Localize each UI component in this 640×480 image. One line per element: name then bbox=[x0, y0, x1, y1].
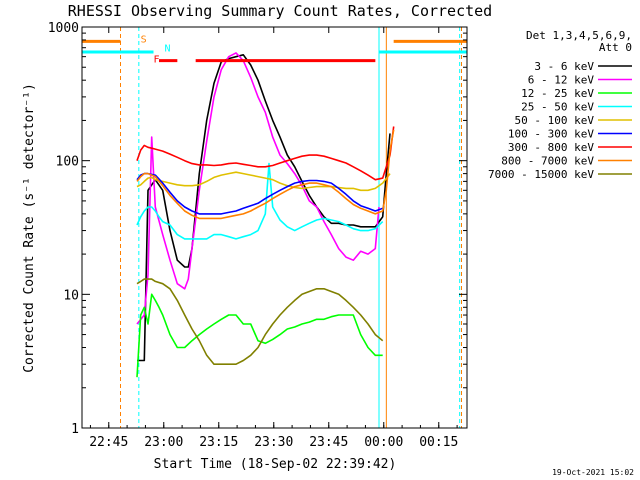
series-lines bbox=[136, 52, 395, 378]
y-tick-label-3: 1000 bbox=[48, 21, 79, 36]
legend-label-0: 3 - 6 keV bbox=[534, 60, 594, 73]
legend-label-5: 100 - 300 keV bbox=[508, 128, 594, 141]
x-tick-label-1: 23:00 bbox=[144, 435, 183, 450]
x-tick-label-2: 23:15 bbox=[199, 435, 238, 450]
x-tick-label-3: 23:30 bbox=[254, 435, 293, 450]
chart-title: RHESSI Observing Summary Count Rates, Co… bbox=[68, 2, 492, 20]
x-tick-label-0: 22:45 bbox=[89, 435, 128, 450]
legend-label-7: 800 - 7000 keV bbox=[501, 155, 594, 168]
series-line-7 bbox=[136, 129, 395, 220]
flag-letter-0: S bbox=[141, 35, 147, 46]
x-axis-label: Start Time (18-Sep-02 22:39:42) bbox=[154, 457, 397, 472]
x-tick-label-5: 00:00 bbox=[364, 435, 403, 450]
y-axis-label: Corrected Count Rate (s⁻¹ detector⁻¹) bbox=[22, 83, 37, 373]
legend-label-6: 300 - 800 keV bbox=[508, 141, 594, 154]
footer-timestamp: 19-Oct-2021 15:02 bbox=[552, 468, 634, 477]
flag-letter-1: N bbox=[165, 44, 171, 55]
series-line-2 bbox=[136, 293, 383, 378]
series-line-0 bbox=[137, 53, 391, 362]
series-line-5 bbox=[136, 172, 383, 215]
series-line-4 bbox=[136, 171, 391, 192]
x-tick-label-4: 23:45 bbox=[309, 435, 348, 450]
y-tick-label-0: 1 bbox=[71, 422, 79, 437]
legend-label-3: 25 - 50 keV bbox=[521, 101, 594, 114]
legend-label-1: 6 - 12 keV bbox=[528, 74, 595, 87]
flag-annotations: S NF bbox=[141, 35, 171, 66]
x-tick-label-6: 00:15 bbox=[419, 435, 458, 450]
series-line-1 bbox=[136, 52, 380, 325]
flag-letter-2: F bbox=[154, 55, 160, 66]
series-line-8 bbox=[136, 278, 384, 366]
plot-frame bbox=[81, 26, 468, 429]
y-tick-label-2: 100 bbox=[56, 155, 79, 170]
legend-label-8: 7000 - 15000 keV bbox=[488, 168, 594, 181]
y-tick-label-1: 10 bbox=[63, 288, 79, 303]
axes: 22:45 23:00 23:15 23:30 23:45 00:00 00:15 1 10 10… bbox=[48, 21, 467, 450]
legend-header-1: Att 0 bbox=[599, 41, 632, 54]
legend-label-2: 12 - 25 keV bbox=[521, 87, 594, 100]
legend-label-4: 50 - 100 keV bbox=[515, 114, 595, 127]
series-line-6 bbox=[136, 126, 395, 181]
series-line-3 bbox=[136, 162, 384, 240]
flag-bars bbox=[82, 39, 467, 63]
legend-header-0: Det 1,3,4,5,6,9, bbox=[526, 29, 632, 42]
vertical-marker-lines bbox=[120, 27, 462, 428]
